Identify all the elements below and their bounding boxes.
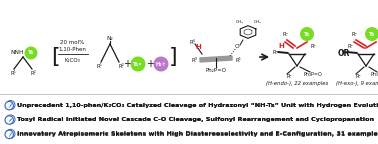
Text: ✓: ✓ (7, 132, 11, 137)
Text: Tosyl Radical Initiated Novel Cascade C-O Cleavage, Sulfonyl Rearrangement and C: Tosyl Radical Initiated Novel Cascade C-… (17, 117, 374, 122)
Text: H₂↑: H₂↑ (155, 61, 166, 67)
Circle shape (6, 129, 15, 138)
Text: Ph₃P=O: Ph₃P=O (370, 72, 378, 76)
Text: R⁴: R⁴ (351, 32, 357, 36)
Text: Ts: Ts (304, 32, 310, 36)
Text: Ts: Ts (28, 51, 34, 55)
Text: (H-exo-), 9 examples: (H-exo-), 9 examples (336, 82, 378, 87)
Text: OR: OR (338, 50, 350, 58)
Circle shape (5, 101, 13, 110)
Text: NNH: NNH (11, 51, 24, 55)
Text: R¹: R¹ (96, 64, 102, 69)
Text: R¹: R¹ (10, 71, 16, 76)
Text: ✓: ✓ (8, 117, 13, 122)
Text: CH₃: CH₃ (236, 20, 244, 24)
Circle shape (153, 56, 169, 72)
Text: ✓: ✓ (7, 118, 11, 123)
Text: ]: ] (169, 47, 177, 67)
Text: H: H (195, 44, 201, 50)
Text: R²: R² (355, 73, 361, 78)
Text: [: [ (51, 47, 59, 67)
Text: ✓: ✓ (8, 103, 13, 108)
Circle shape (25, 47, 37, 59)
Text: R³: R³ (192, 58, 198, 64)
Text: R⁴: R⁴ (282, 32, 288, 36)
Text: (H-endo-), 22 examples: (H-endo-), 22 examples (266, 82, 328, 87)
Text: Tosyl Radical Initiated Novel Cascade C-O Cleavage, Sulfonyl Rearrangement and C: Tosyl Radical Initiated Novel Cascade C-… (17, 118, 374, 123)
Text: R¹: R¹ (341, 50, 347, 54)
Circle shape (5, 116, 13, 124)
Circle shape (300, 27, 314, 41)
Text: ✓: ✓ (8, 131, 13, 136)
Circle shape (6, 115, 15, 124)
Text: R¹: R¹ (272, 50, 278, 54)
Text: O: O (235, 44, 239, 50)
Text: +: + (146, 59, 154, 69)
Circle shape (5, 130, 13, 139)
Text: R²: R² (118, 64, 124, 69)
Text: N₂: N₂ (107, 36, 113, 41)
Text: K₂CO₃: K₂CO₃ (64, 57, 80, 62)
Text: ✓: ✓ (7, 103, 11, 108)
Circle shape (6, 101, 15, 110)
Text: R²: R² (30, 71, 36, 76)
Text: R¹: R¹ (235, 58, 241, 64)
Text: 20 mol%: 20 mol% (60, 39, 84, 44)
Text: CH₃: CH₃ (254, 20, 262, 24)
Circle shape (365, 27, 378, 41)
Text: Unprecedent 1,10-phen/K₂CO₃ Catalyzed Cleavage of Hydrazonyl “NH-Ts” Unit with H: Unprecedent 1,10-phen/K₂CO₃ Catalyzed Cl… (17, 103, 378, 108)
Circle shape (130, 56, 146, 72)
Text: Unprecedent 1,10-phen/K₂CO₃ Catalyzed Cleavage of Hydrazonyl “NH-Ts” Unit with H: Unprecedent 1,10-phen/K₂CO₃ Catalyzed Cl… (17, 103, 378, 108)
Text: R³: R³ (347, 43, 353, 49)
Polygon shape (200, 56, 232, 62)
Text: Innovatory Atropisomeric Skeletons with High Diastereoselectivity and E-Configur: Innovatory Atropisomeric Skeletons with … (17, 132, 378, 137)
Text: R²: R² (286, 73, 292, 78)
Text: Ts•: Ts• (133, 61, 143, 67)
Text: Ts: Ts (369, 32, 375, 36)
Text: Ph₃P=O: Ph₃P=O (304, 72, 322, 76)
Text: 1,10-Phen: 1,10-Phen (58, 47, 86, 52)
Text: H: H (278, 43, 284, 49)
Text: Innovatory Atropisomeric Skeletons with High Diastereoselectivity and E-Configur: Innovatory Atropisomeric Skeletons with … (17, 131, 378, 136)
Text: +: + (123, 59, 131, 69)
Text: Ph₂P=O: Ph₂P=O (206, 68, 226, 72)
Text: R⁴: R⁴ (189, 39, 195, 44)
Text: R³: R³ (310, 43, 316, 49)
